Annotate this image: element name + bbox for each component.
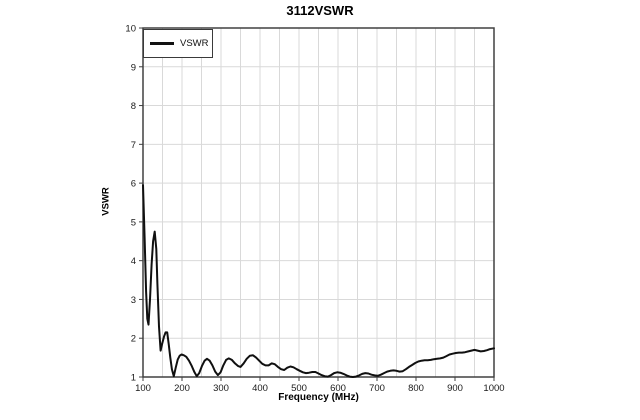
x-tick-label: 200: [174, 383, 190, 394]
y-tick-label: 9: [131, 62, 136, 73]
chart-title: 3112VSWR: [286, 3, 354, 18]
x-tick-label: 700: [369, 383, 385, 394]
x-tick-label: 900: [447, 383, 463, 394]
y-tick-label: 6: [131, 179, 136, 190]
legend-line-sample-icon: [150, 42, 174, 45]
y-tick-label: 8: [131, 101, 136, 112]
x-axis-title: Frequency (MHz): [278, 392, 359, 403]
y-tick-label: 3: [131, 295, 136, 306]
y-tick-label: 1: [131, 373, 136, 384]
y-tick-label: 5: [131, 217, 136, 228]
x-tick-label: 300: [213, 383, 229, 394]
y-tick-label: 10: [125, 24, 136, 35]
y-tick-label: 7: [131, 140, 136, 151]
x-tick-label: 600: [330, 383, 346, 394]
y-axis-title: VSWR: [100, 187, 112, 216]
legend-series-label: VSWR: [180, 38, 209, 49]
y-tick-label: 2: [131, 334, 136, 345]
x-tick-label: 800: [408, 383, 424, 394]
vswr-curve: [142, 184, 495, 378]
x-tick-label: 1000: [483, 383, 504, 394]
x-tick-label: 400: [252, 383, 268, 394]
x-tick-label: 500: [291, 383, 307, 394]
legend-box: VSWR: [143, 29, 213, 58]
x-tick-label: 100: [135, 383, 151, 394]
y-tick-label: 4: [131, 256, 136, 267]
